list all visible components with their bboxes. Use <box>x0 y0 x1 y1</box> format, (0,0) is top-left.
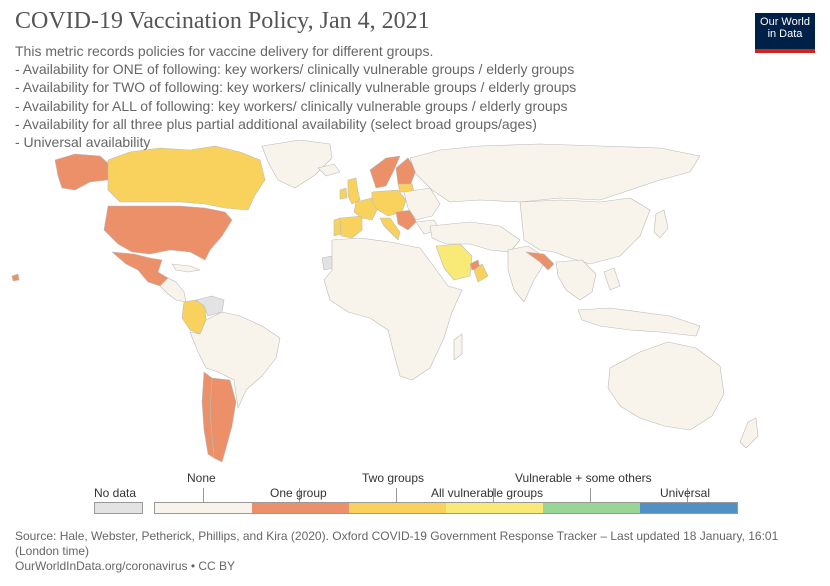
legend-tick <box>493 488 494 502</box>
legend-swatch-vulnerable-plus[interactable] <box>543 503 640 513</box>
legend-swatch-one-group[interactable] <box>252 503 349 513</box>
legend-label-vulnerable-plus: Vulnerable + some others <box>515 471 652 485</box>
region-australia[interactable] <box>607 341 725 431</box>
logo-line: in Data <box>767 28 803 40</box>
region-central-europe[interactable] <box>371 189 407 217</box>
region-iceland[interactable] <box>317 163 341 177</box>
legend-swatch-two-groups[interactable] <box>349 503 446 513</box>
region-spain[interactable] <box>339 215 363 239</box>
region-china[interactable] <box>519 197 651 265</box>
region-middle-east[interactable] <box>429 221 521 253</box>
region-ireland[interactable] <box>339 187 348 200</box>
logo-line: Our World <box>760 16 810 28</box>
region-africa[interactable] <box>323 237 463 381</box>
legend-tick <box>396 488 397 502</box>
legend-no-data-label: No data <box>94 486 137 500</box>
region-united-kingdom[interactable] <box>347 177 361 205</box>
subtitle-line: This metric records policies for vaccine… <box>15 43 434 59</box>
region-hawaii[interactable] <box>11 273 20 282</box>
legend-label-all-vulnerable: All vulnerable groups <box>431 486 544 500</box>
legend-label-universal: Universal <box>660 486 711 500</box>
region-japan[interactable] <box>653 209 669 239</box>
footer-url[interactable]: OurWorldInData.org/coronavirus • CC BY <box>15 559 236 573</box>
legend-tick <box>590 488 591 502</box>
legend-label-none: None <box>187 471 216 485</box>
region-oman[interactable] <box>473 263 489 283</box>
subtitle-line: - Universal availability <box>15 134 151 151</box>
legend-tick <box>687 488 688 502</box>
legend-no-data-swatch[interactable] <box>94 502 143 514</box>
legend-color-bar <box>154 502 738 514</box>
region-italy[interactable] <box>379 217 401 241</box>
legend-swatch-all-vulnerable[interactable] <box>446 503 543 513</box>
region-argentina[interactable] <box>209 377 237 463</box>
region-russia[interactable] <box>409 143 701 203</box>
region-greenland[interactable] <box>261 140 333 189</box>
legend-label-one-group: One group <box>270 486 327 500</box>
region-saudi-arabia[interactable] <box>435 243 473 281</box>
region-alaska[interactable] <box>54 153 111 191</box>
region-madagascar[interactable] <box>453 333 463 361</box>
chart-subtitle: This metric records policies for vaccine… <box>15 42 576 151</box>
legend-label-two-groups: Two groups <box>362 471 425 485</box>
world-map <box>11 140 759 463</box>
subtitle-line: - Availability for ONE of following: key… <box>15 61 575 78</box>
region-united-states[interactable] <box>103 205 233 261</box>
region-south-america[interactable] <box>189 311 281 409</box>
chart-title: COVID-19 Vaccination Policy, Jan 4, 2021 <box>15 8 430 34</box>
owid-logo[interactable]: Our World in Data <box>755 13 815 53</box>
region-scandinavia[interactable] <box>369 155 401 189</box>
legend-swatch-universal[interactable] <box>640 503 737 513</box>
region-mexico[interactable] <box>111 251 169 287</box>
source-note: Source: Hale, Webster, Petherick, Philli… <box>15 529 779 558</box>
region-finland[interactable] <box>395 157 417 187</box>
region-india[interactable] <box>507 245 545 303</box>
region-central-america[interactable] <box>159 263 201 303</box>
footer: Source: Hale, Webster, Petherick, Philli… <box>15 529 815 574</box>
region-indonesia[interactable] <box>577 307 701 337</box>
region-new-zealand[interactable] <box>739 417 759 449</box>
legend-tick <box>203 488 204 502</box>
legend-tick <box>299 488 300 502</box>
legend-swatch-none[interactable] <box>155 503 252 513</box>
region-bangladesh[interactable] <box>525 251 555 271</box>
subtitle-line: - Availability for all three plus partia… <box>15 115 537 132</box>
region-canada[interactable] <box>107 145 266 211</box>
region-southeast-asia[interactable] <box>555 259 621 301</box>
subtitle-line: - Availability for TWO of following: key… <box>15 79 577 96</box>
region-chile[interactable] <box>201 371 215 459</box>
subtitle-line: - Availability for ALL of following: key… <box>15 97 568 114</box>
